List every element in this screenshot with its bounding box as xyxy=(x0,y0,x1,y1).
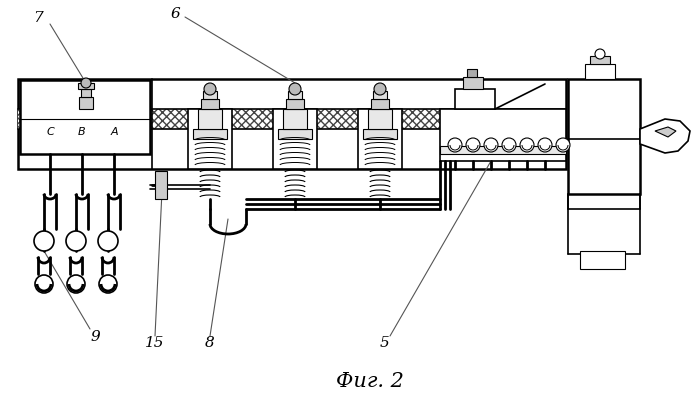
Circle shape xyxy=(98,231,118,252)
Circle shape xyxy=(484,139,498,153)
Bar xyxy=(288,92,302,100)
Bar xyxy=(78,84,94,90)
Text: 6: 6 xyxy=(170,7,180,21)
Bar xyxy=(18,110,566,130)
Bar xyxy=(81,90,91,98)
Bar xyxy=(371,100,389,110)
Circle shape xyxy=(204,84,216,96)
Bar xyxy=(286,100,304,110)
Bar xyxy=(580,252,625,270)
Bar xyxy=(463,78,483,90)
Text: 9: 9 xyxy=(90,329,100,343)
Bar xyxy=(358,110,402,170)
Circle shape xyxy=(81,79,91,89)
Text: 8: 8 xyxy=(205,335,215,349)
Bar xyxy=(201,100,219,110)
Polygon shape xyxy=(655,128,676,138)
Bar xyxy=(283,110,307,130)
Bar xyxy=(467,70,477,78)
Bar xyxy=(203,92,217,100)
Bar xyxy=(155,172,167,200)
Text: A: A xyxy=(110,127,118,137)
Text: B: B xyxy=(78,127,86,137)
Circle shape xyxy=(35,275,53,293)
Bar xyxy=(568,80,640,195)
Bar xyxy=(585,65,615,80)
Circle shape xyxy=(538,139,552,153)
Circle shape xyxy=(448,139,462,153)
Circle shape xyxy=(466,139,480,153)
Circle shape xyxy=(66,231,86,252)
Bar xyxy=(368,110,392,130)
Circle shape xyxy=(502,139,516,153)
Circle shape xyxy=(99,275,117,293)
Bar xyxy=(273,110,317,170)
Bar xyxy=(79,98,93,110)
Circle shape xyxy=(289,84,301,96)
Bar xyxy=(193,130,227,139)
Bar xyxy=(278,130,312,139)
Polygon shape xyxy=(640,120,690,154)
Circle shape xyxy=(67,275,85,293)
Text: Фиг. 2: Фиг. 2 xyxy=(336,372,404,391)
Text: 5: 5 xyxy=(380,335,390,349)
Bar xyxy=(363,130,397,139)
Bar xyxy=(440,147,566,155)
Bar xyxy=(440,110,566,162)
Circle shape xyxy=(374,84,386,96)
Circle shape xyxy=(34,231,54,252)
Circle shape xyxy=(556,139,570,153)
Circle shape xyxy=(520,139,534,153)
Bar xyxy=(455,90,495,110)
Bar xyxy=(18,80,566,170)
Bar xyxy=(188,110,232,170)
Text: 7: 7 xyxy=(33,11,43,25)
Bar xyxy=(198,110,222,130)
Bar xyxy=(590,57,610,65)
Bar xyxy=(373,92,387,100)
Bar xyxy=(20,81,150,155)
Text: C: C xyxy=(46,127,54,137)
Text: 15: 15 xyxy=(145,335,165,349)
Circle shape xyxy=(595,50,605,60)
